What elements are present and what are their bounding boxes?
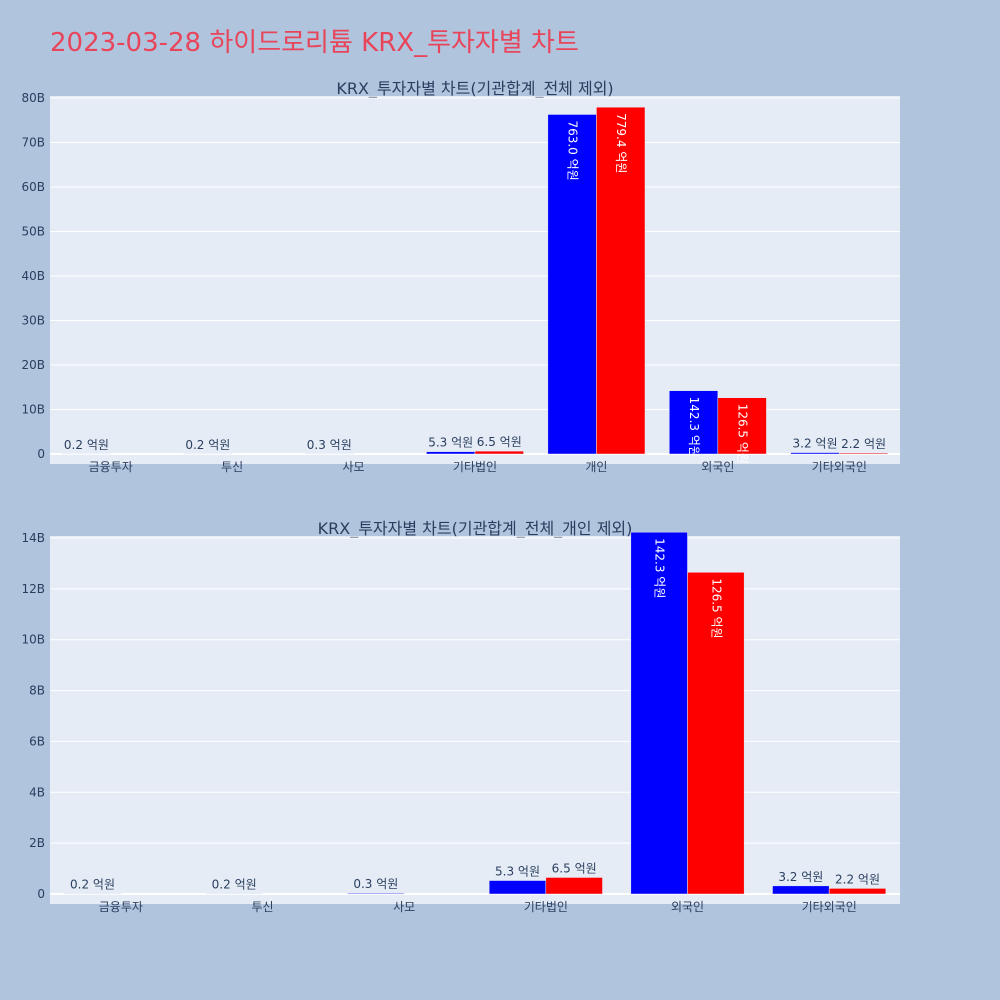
x-tick-label: 기타법인 — [524, 900, 568, 914]
bar-data-label: 0.2 억원 — [212, 877, 257, 891]
bar-data-label: 0.3 억원 — [307, 438, 352, 452]
x-tick-label: 투신 — [221, 460, 243, 474]
y-tick-label: 80B — [21, 91, 45, 105]
y-tick-label: 30B — [21, 314, 45, 328]
bar-data-label: 5.3 억원 — [495, 865, 540, 879]
bar-data-label: 126.5 억원 — [736, 404, 750, 464]
x-tick-label: 사모 — [393, 900, 415, 914]
bar-data-label: 0.2 억원 — [70, 877, 115, 891]
y-tick-label: 14B — [21, 531, 45, 545]
bar-data-label: 0.2 억원 — [64, 438, 109, 452]
bar-data-label: 763.0 억원 — [566, 120, 580, 180]
y-tick-label: 50B — [21, 225, 45, 239]
bar-chart-including-individual: KRX_투자자별 차트(기관합계_전체 제외) 0 10B 20B 30B 40B 50B 6… — [21, 79, 900, 474]
bar — [669, 390, 719, 455]
bar — [839, 452, 889, 455]
x-tick-label: 개인 — [585, 460, 607, 474]
bar — [790, 452, 840, 455]
bar — [772, 885, 830, 895]
bar-data-label: 2.2 억원 — [835, 872, 880, 886]
x-tick-label: 기타법인 — [453, 460, 497, 474]
bar-data-label: 6.5 억원 — [552, 861, 597, 875]
y-tick-label: 10B — [21, 633, 45, 647]
bar — [474, 450, 524, 455]
bar — [205, 893, 263, 895]
x-tick-label: 기타외국인 — [812, 460, 867, 474]
bar — [63, 893, 122, 895]
bar-data-label: 142.3 억원 — [687, 397, 701, 457]
plot-area — [50, 536, 900, 904]
y-tick-label: 6B — [29, 734, 45, 748]
x-tick-label: 외국인 — [701, 460, 734, 474]
y-tick-label: 12B — [21, 582, 45, 596]
y-tick-label: 10B — [21, 403, 45, 417]
bar — [347, 892, 405, 895]
bar-data-label: 3.2 억원 — [778, 870, 823, 884]
bar-data-label: 5.3 억원 — [428, 436, 473, 450]
bar — [426, 451, 476, 455]
y-tick-label: 40B — [21, 269, 45, 283]
bar-data-label: 0.2 억원 — [185, 438, 230, 452]
y-tick-label: 2B — [29, 836, 45, 850]
x-tick-label: 투신 — [251, 900, 273, 914]
y-tick-label: 4B — [29, 785, 45, 799]
bar-data-label: 3.2 억원 — [793, 437, 838, 451]
bar — [488, 880, 547, 895]
page-title: 2023-03-28 하이드로리튬 KRX_투자자별 차트 — [50, 28, 579, 58]
bar-data-label: 0.3 억원 — [353, 877, 398, 891]
bar — [687, 572, 745, 895]
bar-data-label: 779.4 억원 — [614, 113, 628, 173]
chart-title: KRX_투자자별 차트(기관합계_전체_개인 제외) — [318, 519, 633, 539]
x-tick-label: 기타외국인 — [802, 900, 857, 914]
bar — [828, 888, 887, 895]
x-tick-label: 사모 — [343, 460, 365, 474]
bar-data-label: 126.5 억원 — [709, 578, 723, 638]
y-tick-label: 0 — [37, 447, 45, 461]
bar — [717, 397, 767, 455]
bar-data-label: 6.5 억원 — [477, 435, 522, 449]
x-tick-label: 금융투자 — [89, 460, 133, 474]
bar-data-label: 142.3 억원 — [653, 538, 667, 598]
plot-area — [50, 96, 900, 464]
y-tick-label: 70B — [21, 136, 45, 150]
bar — [596, 106, 646, 455]
y-tick-label: 0 — [37, 887, 45, 901]
chart-title: KRX_투자자별 차트(기관합계_전체 제외) — [336, 79, 613, 99]
y-tick-label: 8B — [29, 684, 45, 698]
bar-chart-excluding-individual: KRX_투자자별 차트(기관합계_전체_개인 제외) 0 2B 4B 6B 8B 10B 12… — [21, 519, 900, 914]
x-tick-label: 금융투자 — [99, 900, 143, 914]
y-tick-label: 20B — [21, 358, 45, 372]
bar — [545, 877, 603, 895]
bar-data-label: 2.2 억원 — [841, 437, 886, 451]
y-tick-label: 60B — [21, 180, 45, 194]
x-tick-label: 외국인 — [671, 900, 704, 914]
